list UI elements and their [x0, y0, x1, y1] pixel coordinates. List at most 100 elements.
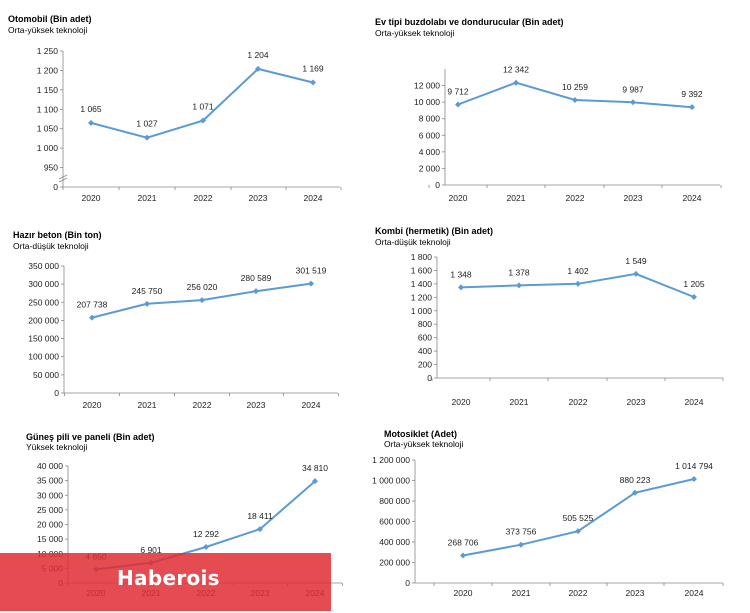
data-label: 1 027	[136, 119, 158, 129]
chart-buzdolabi: 0 2 000 4 000 6 000 8 000 10 000 12 000 2020 202…	[414, 65, 722, 203]
y-tick-label: 2 000	[419, 163, 441, 173]
y-tick-label: 1 250	[37, 46, 59, 56]
y-tick-label: 0	[405, 578, 410, 588]
y-tick-label: 20 000	[37, 520, 63, 530]
y-tick-label: 250 000	[28, 297, 59, 307]
data-point	[575, 280, 581, 287]
y-tick-label: 15 000	[37, 534, 63, 544]
y-tick-label: 10 000	[414, 97, 440, 107]
data-point	[310, 79, 316, 86]
y-tick-label: 1 150	[37, 85, 59, 95]
data-point	[144, 300, 150, 307]
chart-otomobil: 0 950 1 000 1 050 1 100 1 150 1 200 1 250 2020 20…	[37, 46, 342, 203]
chart-title: Otomobil (Bin adet)	[8, 14, 92, 24]
x-tick-label: 2021	[512, 588, 531, 598]
y-tick-label: 0	[435, 180, 440, 190]
data-point	[144, 134, 150, 141]
data-point	[200, 117, 206, 124]
chart-title: Ev tipi buzdolabı ve dondurucular (Bin a…	[375, 17, 564, 27]
x-tick-label: 2021	[138, 400, 157, 410]
data-label: 1 378	[508, 267, 530, 277]
y-tick-label: 0	[54, 388, 59, 398]
y-tick-label: 1 600	[411, 265, 433, 275]
y-tick-label: 25 000	[37, 505, 63, 515]
y-tick-label: 0	[53, 182, 58, 192]
data-label: 256 020	[187, 282, 218, 292]
x-tick-label: 2023	[626, 588, 645, 598]
data-point	[88, 119, 94, 126]
data-label: 18 411	[247, 511, 273, 521]
y-tick-label: 950	[44, 163, 58, 173]
data-label: 268 706	[448, 537, 479, 547]
data-point	[257, 526, 263, 533]
chart-subtitle: Orta-yüksek teknoloji	[375, 28, 455, 38]
data-label: 1 402	[567, 266, 589, 276]
y-tick-label: 150 000	[28, 334, 59, 344]
chart-subtitle: Orta-yüksek teknoloji	[384, 439, 464, 449]
data-point	[455, 101, 461, 108]
data-point	[575, 528, 581, 535]
x-tick-label: 2021	[138, 193, 157, 203]
y-tick-label: 1 000 000	[372, 476, 410, 486]
data-label: 34 810	[302, 463, 328, 473]
axis-break-mark	[58, 174, 68, 180]
x-tick-label: 2021	[510, 397, 529, 407]
x-tick-label: 2022	[194, 193, 213, 203]
chart-subtitle: Orta-düşük teknoloji	[375, 237, 451, 247]
x-tick-label: 2020	[83, 400, 102, 410]
data-point	[572, 96, 578, 103]
x-tick-label: 2024	[302, 400, 321, 410]
data-label: 245 750	[132, 286, 163, 296]
y-tick-label: 100 000	[28, 352, 59, 362]
y-tick-label: 200	[418, 360, 432, 370]
y-tick-label: 400	[418, 346, 432, 356]
y-tick-label: 1 200	[411, 292, 433, 302]
chart-hazir-beton: 0 50 000 100 000 150 000 200 000 250 000 300 0…	[28, 261, 339, 410]
y-tick-label: 800 000	[379, 496, 410, 506]
y-tick-label: 1 400	[411, 279, 433, 289]
data-point	[460, 552, 466, 559]
x-tick-label: 2022	[193, 400, 212, 410]
data-point	[253, 288, 259, 295]
data-point	[516, 282, 522, 289]
data-point	[458, 284, 464, 291]
data-point	[689, 104, 695, 111]
x-tick-label: 2020	[82, 193, 101, 203]
x-tick-label: 2024	[304, 193, 323, 203]
data-label: 880 223	[620, 475, 651, 485]
y-tick-label: 300 000	[28, 279, 59, 289]
y-tick-label: 4 000	[419, 147, 441, 157]
x-tick-label: 2024	[685, 588, 704, 598]
data-point	[308, 280, 314, 287]
data-point	[518, 541, 524, 548]
watermark-banner	[0, 553, 331, 611]
y-tick-label: 1 000	[411, 306, 433, 316]
y-tick-label: 30 000	[37, 490, 63, 500]
chart-kombi: 0 200 400 600 800 1 000 1 200 1 400 1 600 1 800 20…	[411, 252, 724, 407]
y-tick-label: 1 200 000	[372, 455, 410, 465]
data-label: 1 205	[683, 279, 705, 289]
data-point	[691, 475, 697, 482]
x-tick-label: 2024	[683, 193, 702, 203]
watermark-text: Haberois	[117, 566, 220, 590]
data-point	[632, 489, 638, 496]
y-tick-label: 200 000	[28, 315, 59, 325]
x-tick-label: 2021	[507, 193, 526, 203]
data-label: 301 519	[296, 266, 327, 276]
data-point	[513, 79, 519, 86]
y-tick-label: 8 000	[419, 114, 441, 124]
data-label: 373 756	[506, 527, 537, 537]
y-tick-label: 350 000	[28, 261, 59, 271]
data-label: 12 342	[503, 65, 529, 75]
data-label: 9 392	[681, 89, 703, 99]
y-tick-label: 40 000	[37, 461, 63, 471]
y-tick-label: 1 000	[37, 143, 59, 153]
data-label: 6 901	[140, 545, 162, 555]
y-tick-label: 400 000	[379, 537, 410, 547]
y-tick-label: 600	[418, 333, 432, 343]
data-label: 207 738	[77, 300, 108, 310]
data-label: 1 014 794	[675, 461, 713, 471]
x-tick-label: 2023	[249, 193, 268, 203]
chart-subtitle: Orta-yüksek teknoloji	[8, 25, 88, 35]
data-point	[203, 544, 209, 551]
